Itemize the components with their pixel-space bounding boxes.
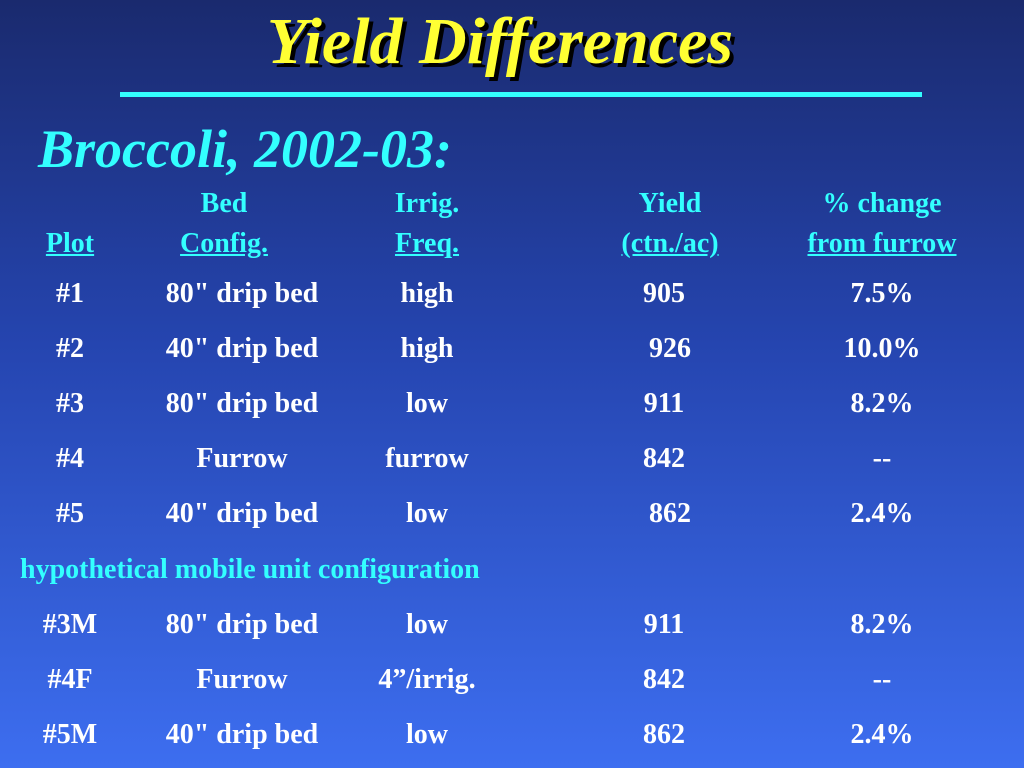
- bed-config: 40" drip bed: [165, 333, 319, 364]
- pct-change: 2.4%: [850, 719, 914, 750]
- yield-value: 862: [649, 498, 691, 529]
- yield-value: 926: [649, 333, 691, 364]
- yield-value: 911: [643, 609, 685, 640]
- plot-id: #2: [56, 333, 84, 364]
- irrig-freq: low: [406, 498, 448, 529]
- yield-value: 911: [643, 388, 685, 419]
- slide-subtitle: Broccoli, 2002-03:: [38, 119, 452, 179]
- irrig-freq: low: [406, 388, 448, 419]
- pct-change: 8.2%: [850, 609, 914, 640]
- yield-value: 842: [643, 664, 685, 695]
- irrig-freq: 4”/irrig.: [378, 664, 476, 695]
- pct-change: 7.5%: [850, 278, 914, 309]
- title-underline: [120, 92, 922, 97]
- section-label-mobile-unit: hypothetical mobile unit configuration: [20, 554, 480, 585]
- table-row-3: #3 80" drip bed low 911 8.2%: [0, 384, 1024, 424]
- table-row-4f: #4F Furrow 4”/irrig. 842 --: [0, 660, 1024, 700]
- irrig-freq: low: [406, 609, 448, 640]
- plot-id: #4: [56, 443, 84, 474]
- plot-id: #5M: [42, 719, 98, 750]
- pct-change: --: [872, 664, 892, 695]
- header-yield: Yield (ctn./ac): [621, 188, 719, 259]
- irrig-freq: furrow: [385, 443, 469, 474]
- bed-config: Furrow: [196, 443, 288, 474]
- yield-value: 862: [643, 719, 685, 750]
- pct-change: --: [872, 443, 892, 474]
- irrig-freq: high: [400, 333, 454, 364]
- plot-id: #4F: [47, 664, 93, 695]
- yield-value: 842: [643, 443, 685, 474]
- slide-title: Yield Differences: [266, 5, 734, 78]
- header-irrig-freq: Irrig. Freq.: [394, 188, 460, 259]
- table-row-2: #2 40" drip bed high 926 10.0%: [0, 329, 1024, 369]
- pct-change: 10.0%: [843, 333, 921, 364]
- bed-config: Furrow: [196, 664, 288, 695]
- plot-id: #5: [56, 498, 84, 529]
- bed-config: 80" drip bed: [165, 278, 319, 309]
- bed-config: 80" drip bed: [165, 388, 319, 419]
- irrig-freq: low: [406, 719, 448, 750]
- bed-config: 40" drip bed: [165, 719, 319, 750]
- table-row-3m: #3M 80" drip bed low 911 8.2%: [0, 605, 1024, 645]
- header-bed-config: Bed Config.: [180, 188, 268, 259]
- plot-id: #1: [56, 278, 84, 309]
- plot-id: #3M: [42, 609, 98, 640]
- bed-config: 80" drip bed: [165, 609, 319, 640]
- pct-change: 8.2%: [850, 388, 914, 419]
- bed-config: 40" drip bed: [165, 498, 319, 529]
- table-row-1: #1 80" drip bed high 905 7.5%: [0, 274, 1024, 314]
- irrig-freq: high: [400, 278, 454, 309]
- plot-id: #3: [56, 388, 84, 419]
- table-row-5m: #5M 40" drip bed low 862 2.4%: [0, 715, 1024, 755]
- header-pct-change: % change from furrow: [807, 188, 957, 259]
- yield-value: 905: [643, 278, 685, 309]
- header-plot: Plot: [45, 228, 95, 259]
- pct-change: 2.4%: [850, 498, 914, 529]
- table-row-4: #4 Furrow furrow 842 --: [0, 439, 1024, 479]
- table-row-5: #5 40" drip bed low 862 2.4%: [0, 494, 1024, 534]
